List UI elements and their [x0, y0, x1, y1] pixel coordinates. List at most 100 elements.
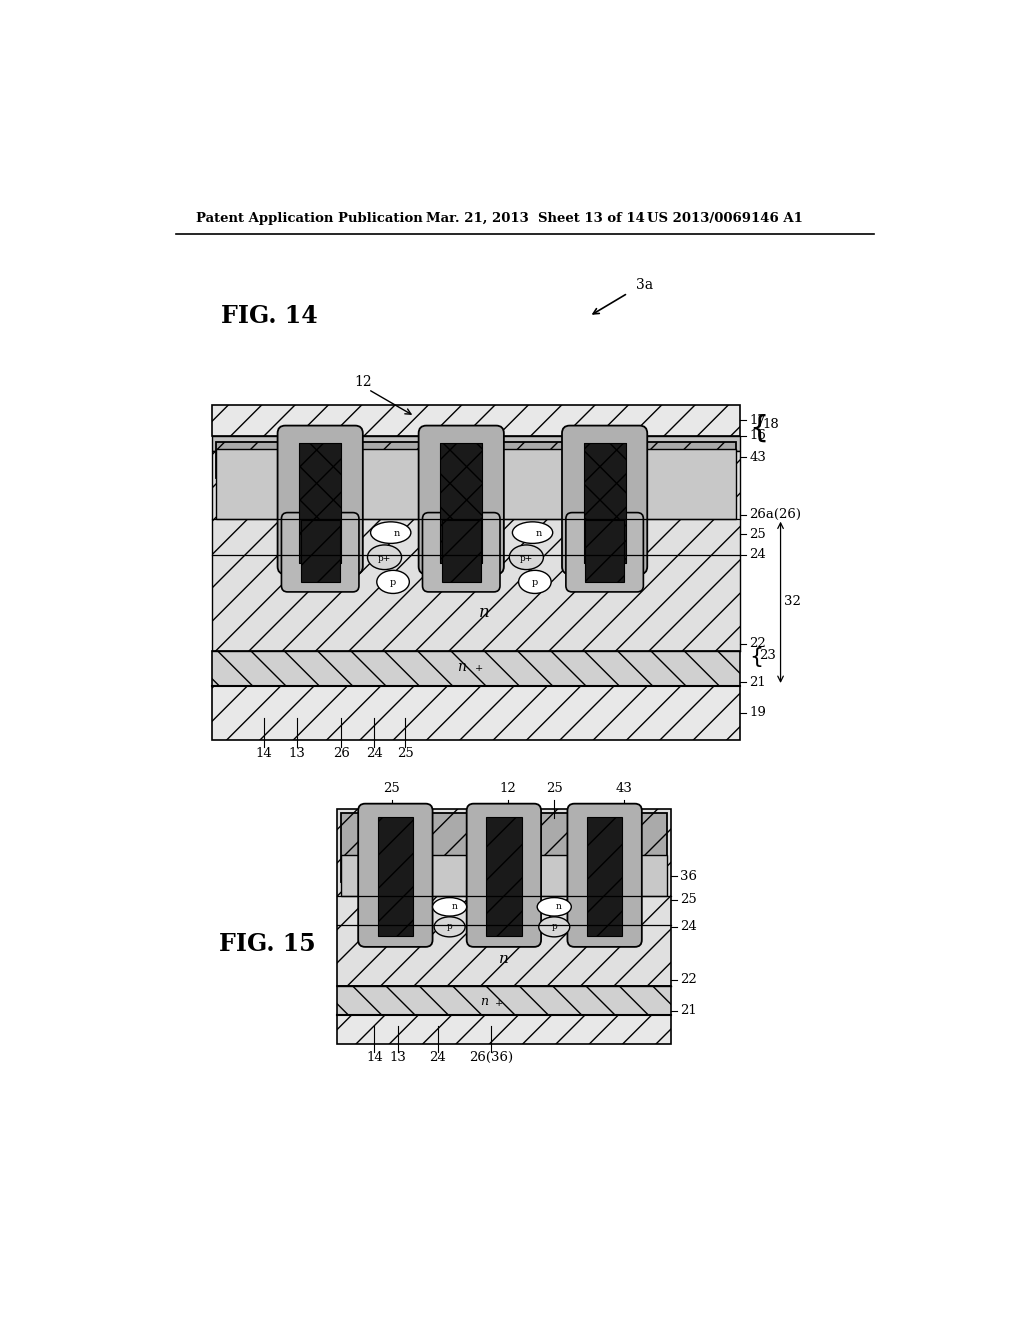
- Bar: [337, 1015, 671, 1044]
- Bar: [586, 520, 624, 582]
- Text: 25: 25: [750, 528, 766, 541]
- Text: 26: 26: [333, 747, 349, 760]
- Text: 26a(26): 26a(26): [750, 508, 802, 521]
- FancyBboxPatch shape: [567, 804, 642, 946]
- Text: n: n: [452, 903, 457, 911]
- Bar: [440, 442, 482, 562]
- Bar: [442, 520, 480, 582]
- Text: 21: 21: [680, 1005, 696, 1018]
- Text: +: +: [474, 664, 482, 673]
- Bar: [212, 651, 740, 686]
- Bar: [212, 686, 740, 739]
- Text: 24: 24: [750, 548, 766, 561]
- Bar: [341, 813, 667, 882]
- Text: 23: 23: [759, 648, 776, 661]
- Text: FIG. 14: FIG. 14: [221, 304, 317, 329]
- Ellipse shape: [509, 545, 544, 570]
- Bar: [587, 817, 623, 936]
- Bar: [584, 442, 626, 562]
- Text: p+: p+: [520, 553, 532, 562]
- Text: 17: 17: [750, 413, 766, 426]
- Ellipse shape: [368, 545, 401, 570]
- FancyBboxPatch shape: [467, 804, 541, 946]
- Text: 26(36): 26(36): [469, 1051, 513, 1064]
- FancyBboxPatch shape: [419, 425, 504, 574]
- Text: n: n: [499, 952, 509, 966]
- Bar: [586, 520, 624, 582]
- Bar: [216, 449, 736, 519]
- Bar: [299, 442, 341, 562]
- Bar: [486, 817, 521, 936]
- FancyBboxPatch shape: [423, 512, 500, 591]
- Text: 22: 22: [680, 973, 696, 986]
- Ellipse shape: [512, 521, 553, 544]
- Ellipse shape: [371, 521, 411, 544]
- Text: n: n: [556, 903, 562, 911]
- Text: 14: 14: [366, 1051, 383, 1064]
- Text: 13: 13: [389, 1051, 407, 1064]
- Text: 21: 21: [750, 676, 766, 689]
- Text: 14: 14: [255, 747, 272, 760]
- Text: Mar. 21, 2013  Sheet 13 of 14: Mar. 21, 2013 Sheet 13 of 14: [426, 213, 645, 224]
- Text: 13: 13: [289, 747, 305, 760]
- Text: 18: 18: [762, 417, 778, 430]
- Ellipse shape: [538, 898, 571, 916]
- Bar: [212, 436, 740, 451]
- Text: 16: 16: [750, 429, 766, 442]
- Text: 43: 43: [615, 783, 633, 795]
- Ellipse shape: [377, 570, 410, 594]
- Text: +: +: [495, 999, 503, 1008]
- Text: 25: 25: [383, 783, 400, 795]
- Text: n: n: [480, 995, 488, 1008]
- Text: 32: 32: [783, 595, 801, 609]
- Text: 24: 24: [430, 1051, 446, 1064]
- FancyBboxPatch shape: [278, 425, 362, 574]
- Text: p: p: [390, 578, 396, 587]
- Text: 24: 24: [366, 747, 383, 760]
- FancyBboxPatch shape: [562, 425, 647, 574]
- Bar: [378, 817, 414, 936]
- Text: FIG. 15: FIG. 15: [219, 932, 316, 956]
- Text: 25: 25: [397, 747, 414, 760]
- Text: Patent Application Publication: Patent Application Publication: [197, 213, 423, 224]
- Text: 12: 12: [354, 375, 372, 388]
- Bar: [301, 520, 340, 582]
- Text: p+: p+: [378, 553, 391, 562]
- FancyBboxPatch shape: [282, 512, 359, 591]
- Text: n: n: [394, 529, 400, 537]
- Ellipse shape: [434, 917, 465, 937]
- Text: p: p: [531, 578, 538, 587]
- Text: 25: 25: [680, 894, 696, 907]
- Bar: [212, 451, 740, 651]
- Bar: [587, 817, 623, 936]
- Text: US 2013/0069146 A1: US 2013/0069146 A1: [647, 213, 803, 224]
- Bar: [341, 855, 667, 896]
- Bar: [337, 986, 671, 1015]
- Text: 24: 24: [680, 920, 696, 933]
- Bar: [301, 520, 340, 582]
- Text: 36: 36: [680, 870, 696, 883]
- Bar: [440, 442, 482, 562]
- Bar: [216, 442, 736, 478]
- Text: p: p: [446, 923, 453, 932]
- Text: {: {: [750, 413, 769, 442]
- Text: p: p: [551, 923, 557, 932]
- Text: n: n: [479, 605, 489, 622]
- Text: 22: 22: [750, 638, 766, 649]
- FancyBboxPatch shape: [358, 804, 432, 946]
- Text: 25: 25: [546, 783, 562, 795]
- Ellipse shape: [518, 570, 551, 594]
- Text: n: n: [457, 660, 466, 673]
- Text: 12: 12: [500, 783, 516, 795]
- Text: 3a: 3a: [636, 279, 652, 293]
- Text: n: n: [536, 529, 542, 537]
- Bar: [442, 520, 480, 582]
- Bar: [337, 809, 671, 986]
- Text: 19: 19: [750, 706, 766, 719]
- Bar: [584, 442, 626, 562]
- Ellipse shape: [539, 917, 569, 937]
- Bar: [299, 442, 341, 562]
- Text: 43: 43: [750, 450, 766, 463]
- Bar: [212, 405, 740, 436]
- Bar: [378, 817, 414, 936]
